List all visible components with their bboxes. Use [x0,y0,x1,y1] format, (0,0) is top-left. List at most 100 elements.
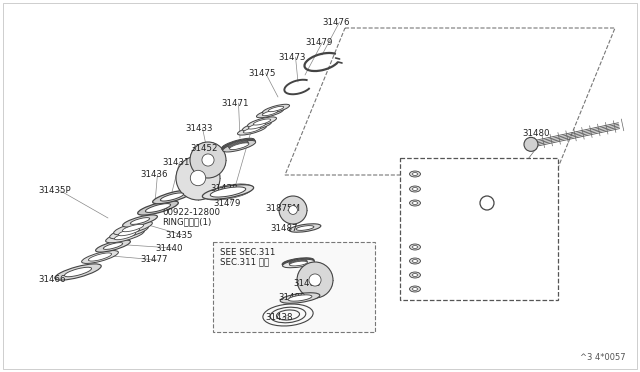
Ellipse shape [413,173,417,176]
Ellipse shape [262,110,278,116]
Bar [213,242,375,332]
Ellipse shape [243,121,271,131]
Ellipse shape [289,224,321,232]
Ellipse shape [413,273,417,276]
Text: 31479: 31479 [305,38,332,46]
Ellipse shape [248,123,266,129]
Text: 31473: 31473 [278,52,305,61]
Text: 00922-12800: 00922-12800 [162,208,220,217]
Text: 31428: 31428 [210,183,237,192]
Circle shape [480,196,494,210]
Ellipse shape [413,202,417,205]
Ellipse shape [410,171,420,177]
Ellipse shape [282,258,314,267]
Circle shape [202,154,214,166]
Text: 31476: 31476 [322,17,349,26]
Ellipse shape [88,253,111,261]
Ellipse shape [138,201,179,215]
Ellipse shape [243,127,260,133]
Ellipse shape [65,267,92,277]
Text: RINGリング(1): RINGリング(1) [162,218,211,227]
Text: 31479: 31479 [213,199,241,208]
Text: 08160-61610: 08160-61610 [497,196,553,205]
Ellipse shape [288,295,312,301]
Ellipse shape [410,244,420,250]
Text: 31438: 31438 [265,314,292,323]
Text: 31487: 31487 [270,224,298,232]
Ellipse shape [410,200,420,206]
Text: 31486: 31486 [293,279,321,289]
Ellipse shape [268,106,284,112]
Ellipse shape [118,228,140,236]
Ellipse shape [257,108,284,118]
Text: 31875M: 31875M [265,203,300,212]
Ellipse shape [228,141,248,148]
Text: 31864: 31864 [443,199,470,208]
Ellipse shape [229,142,248,148]
Text: 31864: 31864 [443,243,470,251]
Text: 31431: 31431 [162,157,189,167]
Ellipse shape [230,143,249,150]
Text: 31452: 31452 [190,144,218,153]
Circle shape [279,196,307,224]
Ellipse shape [410,186,420,192]
Text: SEE SEC.311: SEE SEC.311 [220,247,275,257]
Text: 31862: 31862 [443,257,470,266]
Ellipse shape [237,125,266,135]
Ellipse shape [282,258,314,266]
Text: 31436: 31436 [140,170,168,179]
Ellipse shape [280,293,320,303]
Ellipse shape [262,104,289,114]
Ellipse shape [82,251,118,263]
Ellipse shape [413,187,417,190]
Circle shape [309,274,321,286]
Ellipse shape [221,138,255,150]
Ellipse shape [153,190,191,204]
Ellipse shape [282,259,314,267]
Ellipse shape [289,261,307,265]
Circle shape [289,206,298,214]
Text: (4): (4) [503,205,515,215]
Text: 31471: 31471 [221,99,248,108]
Circle shape [190,142,226,178]
Bar [400,158,558,300]
Ellipse shape [413,288,417,291]
Text: 31860: 31860 [482,259,509,267]
Text: 31466: 31466 [38,276,65,285]
Ellipse shape [114,221,152,235]
Ellipse shape [211,187,246,197]
Ellipse shape [253,119,271,125]
Ellipse shape [296,226,314,230]
Text: 31864: 31864 [443,285,470,294]
Ellipse shape [222,140,255,151]
Circle shape [176,156,220,200]
Ellipse shape [223,140,255,151]
Ellipse shape [131,218,150,224]
Text: 31873: 31873 [443,185,470,193]
Ellipse shape [115,232,136,240]
Ellipse shape [289,260,307,264]
Text: SEC.311 参照: SEC.311 参照 [220,257,269,266]
Ellipse shape [283,259,314,268]
Ellipse shape [289,260,307,265]
Ellipse shape [410,286,420,292]
Text: B: B [484,199,490,208]
Text: 31435: 31435 [165,231,193,240]
Text: ^3 4*0057: ^3 4*0057 [580,353,626,362]
Ellipse shape [248,117,276,127]
Text: 31435P: 31435P [38,186,70,195]
Ellipse shape [145,203,171,212]
Text: 31440: 31440 [155,244,182,253]
Text: 31872: 31872 [443,170,470,179]
Ellipse shape [524,137,538,151]
Text: 31433: 31433 [185,124,212,132]
Text: 31863: 31863 [443,270,470,279]
Ellipse shape [222,139,255,150]
Ellipse shape [413,246,417,248]
Ellipse shape [410,272,420,278]
Ellipse shape [95,240,131,252]
Text: 31477: 31477 [140,256,168,264]
Ellipse shape [289,261,307,266]
Ellipse shape [161,193,184,201]
Ellipse shape [202,185,253,199]
